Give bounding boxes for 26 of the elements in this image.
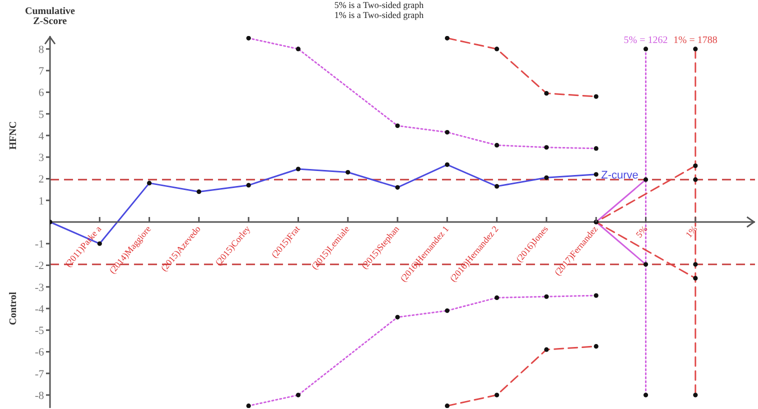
y-tick-label: -7 [34,368,44,380]
y-tick-label: 5 [38,108,44,121]
y-tick-label: 1 [38,195,44,208]
chart-subtitle: 1% is a Two-sided graph [334,10,424,20]
y-tick-label: -3 [34,282,44,294]
y-tick-label: 6 [38,87,44,100]
y-tick-label: -2 [34,260,44,272]
y-tick-label: 3 [38,152,44,164]
series-label: Z-curve [601,169,638,182]
x-tick-label: 5% [634,223,650,240]
y-tick-label: -4 [34,303,44,316]
y-axis-title: Cumulative Z-Score [25,6,76,27]
annotation: 1% = 1788 [673,34,718,46]
y-tick-label: 2 [38,174,44,186]
y-tick-label: 7 [38,66,44,78]
x-tick-label: 1% [684,223,700,240]
text: HFNC [8,121,19,150]
y-tick-label: -6 [34,346,44,359]
text: Control [8,292,19,326]
annotation: 5% = 1262 [624,34,668,46]
y-tick-label: -8 [34,390,44,402]
y-tick-label: -5 [34,325,44,338]
chart-title: 5% is a Two-sided graph [334,0,424,10]
y-tick-label: 8 [38,44,44,56]
y-tick-label: 4 [38,130,44,142]
y-tick-label: -1 [34,238,44,251]
